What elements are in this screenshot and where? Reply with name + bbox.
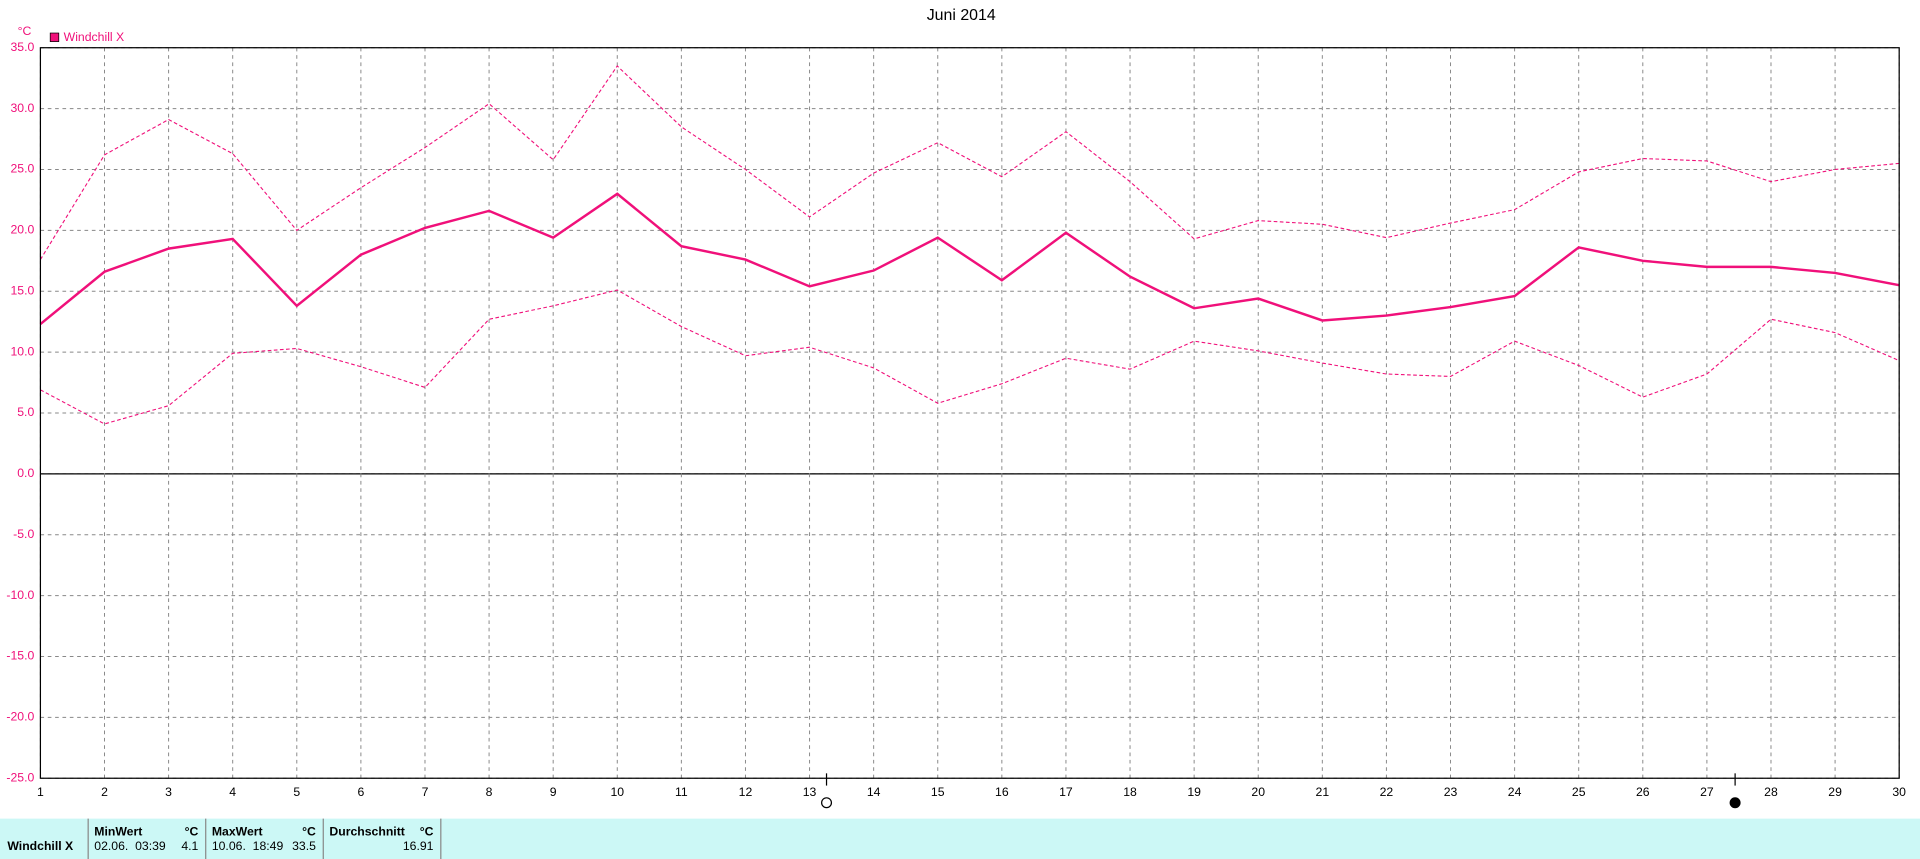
y-tick-label: 30.0 [10,101,34,115]
legend-swatch [49,32,60,42]
data-line [39,192,1900,326]
x-tick-label: 30 [1892,785,1906,799]
x-tick-label: 15 [931,785,945,799]
x-tick-label: 20 [1251,785,1265,799]
y-tick-label: 25.0 [10,162,34,176]
x-tick-label: 4 [229,785,236,799]
x-tick-label: 27 [1700,785,1714,799]
x-tick-label: 29 [1828,785,1842,799]
x-tick-label: 2 [101,785,108,799]
x-tick-label: 9 [550,785,557,799]
x-tick-label: 22 [1380,785,1394,799]
x-tick-label: 10 [610,785,624,799]
y-tick-label: -25.0 [6,770,34,784]
chart-title: Juni 2014 [927,7,996,24]
moon-icon [1729,797,1741,809]
y-tick-label: -20.0 [6,710,34,724]
header: Durchschnitt [329,824,404,838]
unit: °C [185,824,199,838]
y-tick-label: 20.0 [10,223,34,237]
y-tick-label: -10.0 [6,588,34,602]
x-tick-label: 18 [1123,785,1137,799]
value: 16.91 [403,839,434,853]
x-tick-label: 25 [1572,785,1586,799]
header: MaxWert [212,824,263,838]
x-tick-label: 3 [165,785,172,799]
y-tick-label: 35.0 [10,40,34,54]
y-tick-label: -15.0 [6,649,34,663]
x-tick-label: 12 [739,785,753,799]
x-tick-label: 21 [1316,785,1330,799]
time: 02.06. 03:39 [94,839,166,853]
x-tick-label: 13 [803,785,817,799]
unit: °C [302,824,316,838]
x-tick-label: 14 [867,785,881,799]
x-tick-label: 26 [1636,785,1650,799]
value: 33.5 [292,839,316,853]
x-tick-label: 7 [422,785,429,799]
x-tick-label: 1 [37,785,44,799]
header: MinWert [94,824,142,838]
x-tick-label: 11 [675,785,688,799]
x-tick-label: 8 [486,785,493,799]
range-line [40,289,1900,425]
x-tick-label: 28 [1764,785,1778,799]
legend-label: Windchill X [64,30,125,44]
summary-table: Windchill X MinWert °C 02.06. 03:39 4.1 … [0,818,1920,859]
x-tick-label: 19 [1187,785,1201,799]
time: 10.06. 18:49 [212,839,284,853]
x-tick-label: 17 [1059,785,1073,799]
y-tick-label: 15.0 [10,283,34,297]
x-tick-label: 6 [357,785,364,799]
row-label: Windchill X [7,839,74,853]
x-tick-label: 5 [293,785,300,799]
y-tick-label: 5.0 [17,405,34,419]
x-tick-label: 16 [995,785,1009,799]
x-tick-label: 23 [1444,785,1458,799]
value: 4.1 [181,839,198,853]
range-line [39,65,1900,260]
plot-frame [39,47,1900,779]
x-tick-label: 24 [1508,785,1522,799]
plot-area [39,47,1900,779]
y-tick-label: -5.0 [13,527,34,541]
unit: °C [420,824,434,838]
moon-icon [821,797,833,809]
y-tick-label: 0.0 [17,466,34,480]
y-tick-label: 10.0 [10,344,34,358]
moon-markers [821,773,1741,809]
y-unit: °C [18,24,32,38]
table-bg [0,818,1920,859]
